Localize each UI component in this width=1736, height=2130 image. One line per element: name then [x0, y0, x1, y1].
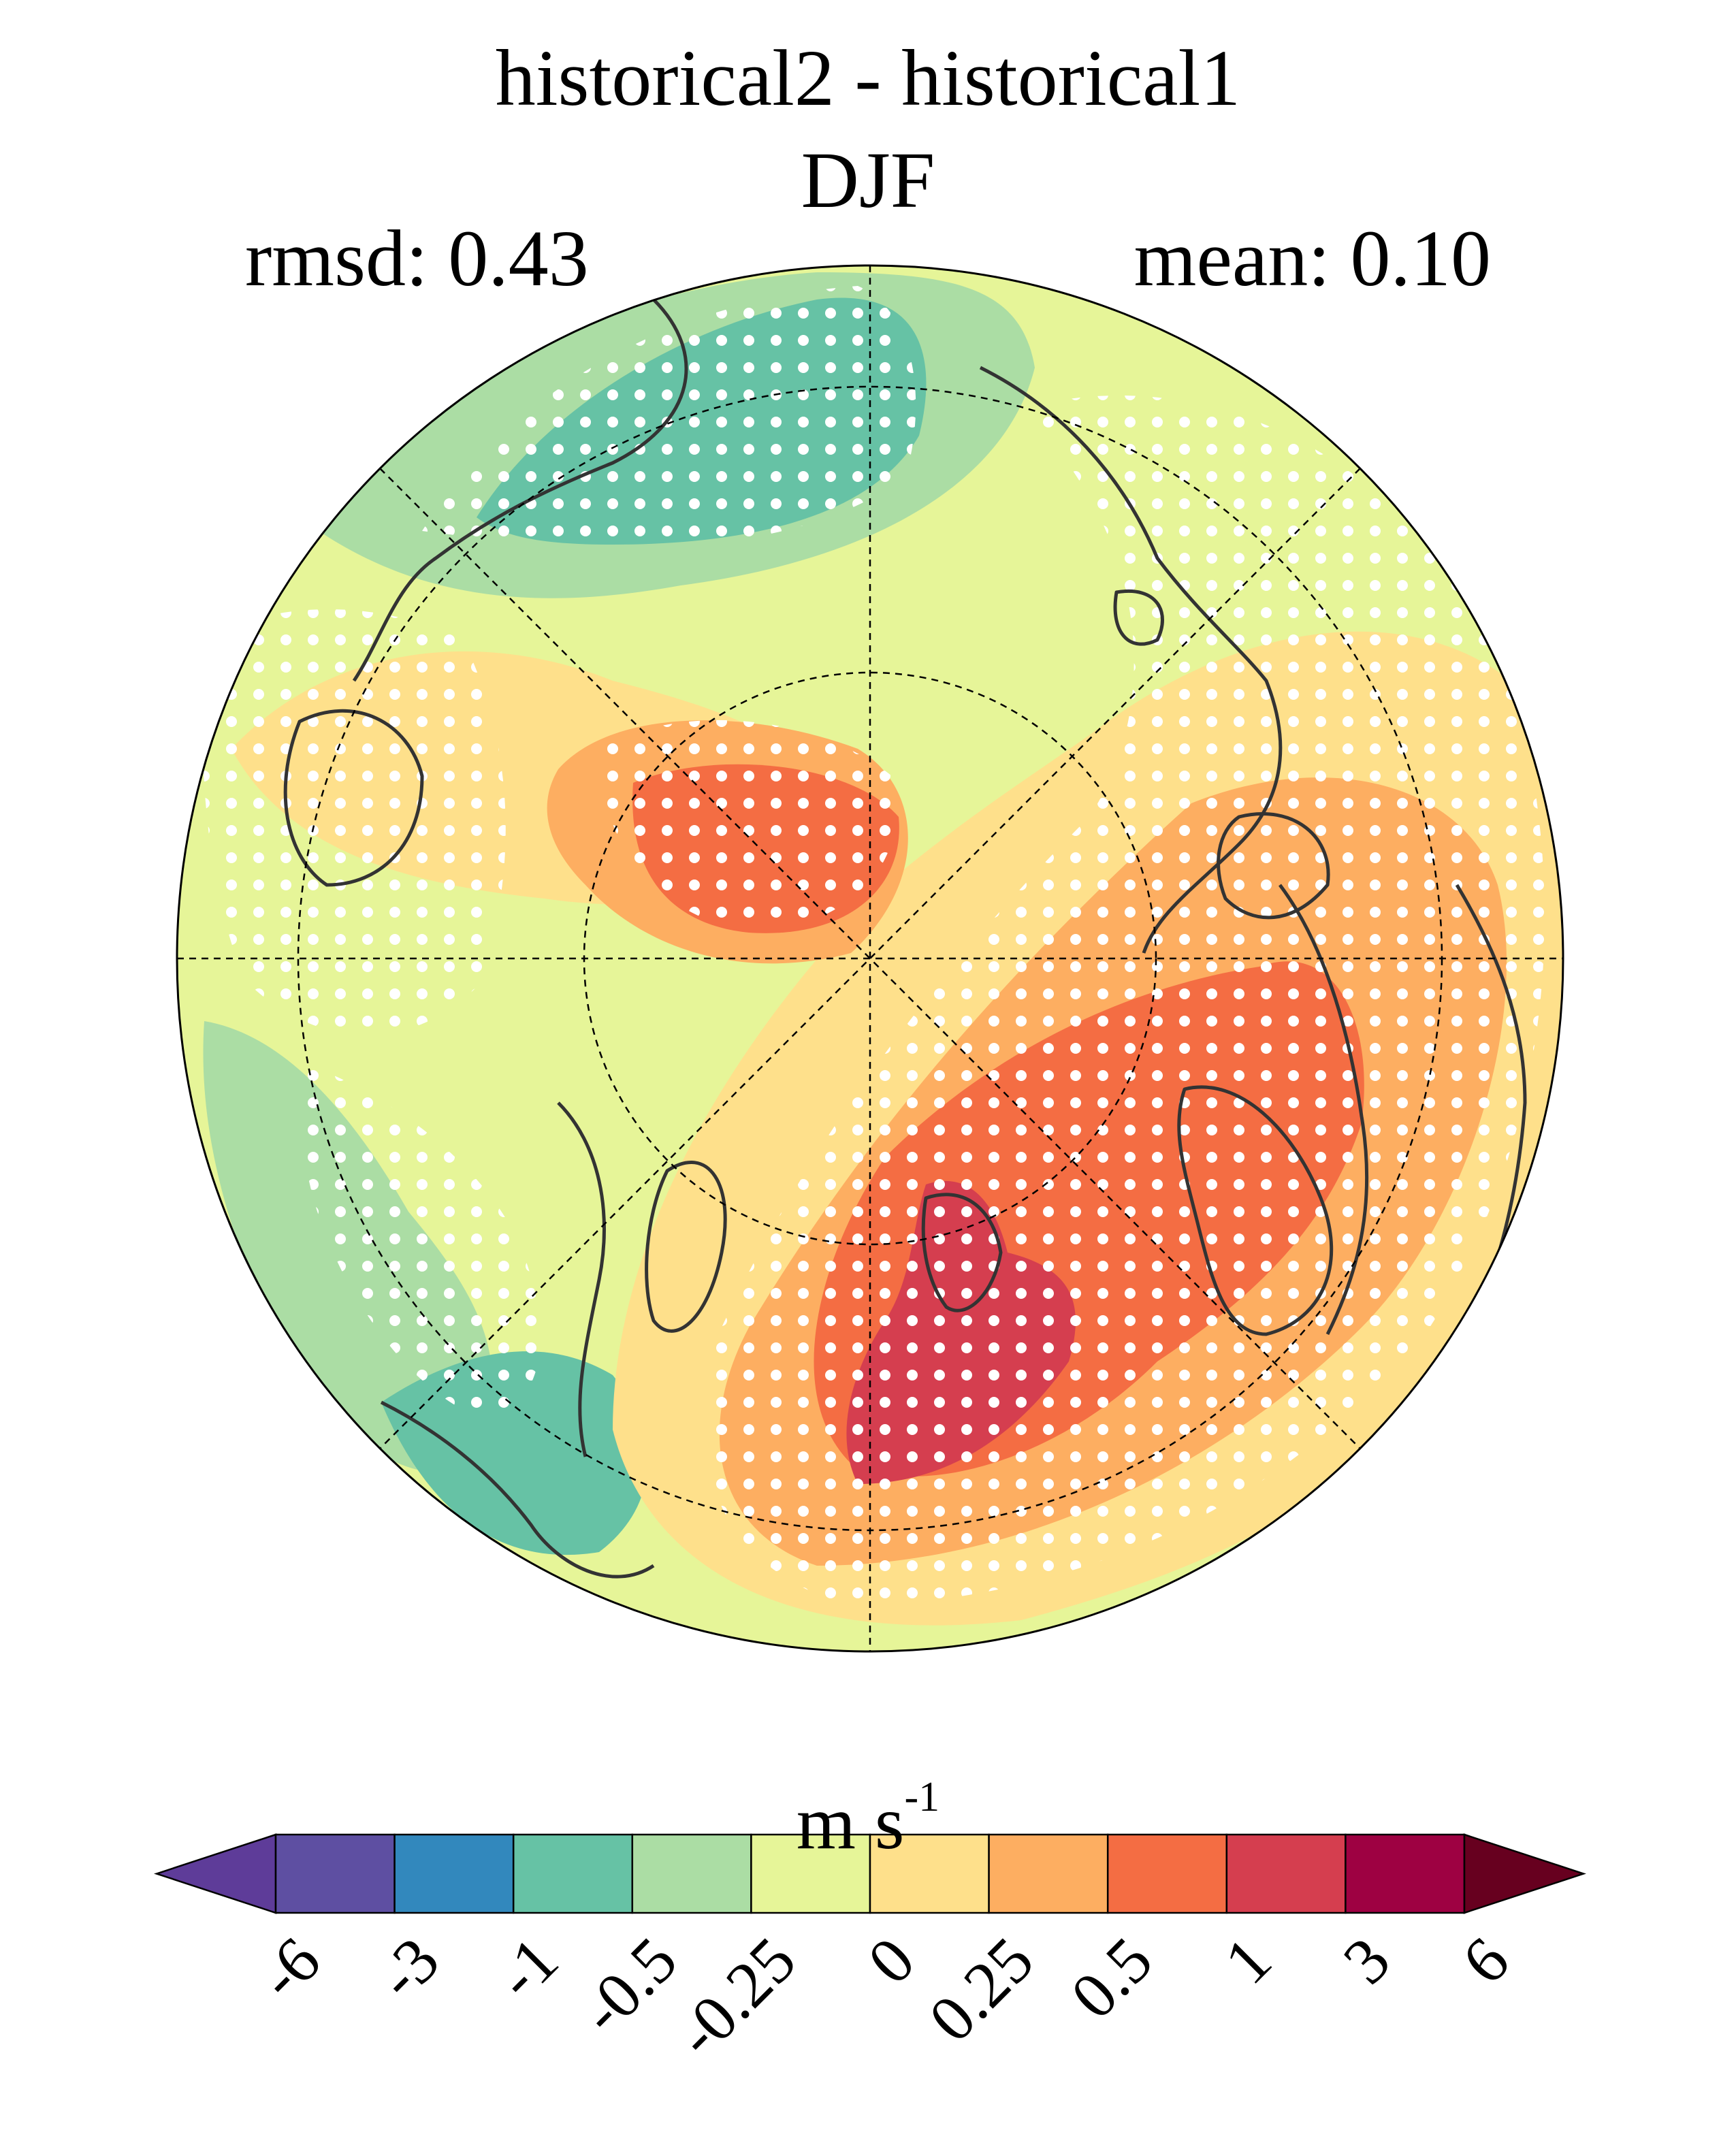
coastline-siberia-islands	[283, 709, 424, 887]
mean-label: mean: 0.10	[1134, 214, 1491, 303]
colorbar-tick-label: 1	[1210, 1923, 1285, 1998]
colorbar-box	[393, 1833, 515, 1914]
coastline-novaya-zemlya	[645, 1161, 727, 1333]
coastlines	[283, 298, 1527, 1579]
colorbar-tick-label: 0.5	[1057, 1923, 1166, 2033]
colorbar-tick-label: -3	[363, 1923, 453, 2013]
graticule	[177, 265, 1563, 1651]
colorbar-tick-label: 3	[1329, 1923, 1404, 1998]
graticule-meridian-d1	[379, 468, 1361, 1449]
graticule-meridian-d2	[379, 468, 1361, 1449]
colorbar-box	[274, 1833, 396, 1914]
coastline-hudson	[1278, 884, 1369, 1336]
coastline-scandinavia	[557, 1101, 606, 1457]
plot-title: historical2 - historical1	[495, 33, 1241, 123]
colorbar-tick-label: 0.25	[915, 1923, 1047, 2055]
coastline-svalbard	[921, 1193, 1003, 1312]
map-boundary	[176, 264, 1564, 1653]
season-label: DJF	[801, 135, 935, 225]
colorbar-box	[869, 1833, 990, 1914]
colorbar-box	[1225, 1833, 1347, 1914]
coastline-alaska-canada	[979, 366, 1283, 954]
colorbar-extend-high	[1463, 1833, 1587, 1914]
coastline-canadian-archipelago-1	[1217, 812, 1330, 920]
colorbar-box	[988, 1833, 1109, 1914]
colorbar-units: m s-1	[0, 1753, 1736, 1867]
coastline-canadian-archipelago-2	[1113, 590, 1164, 646]
stippling-left	[202, 609, 506, 1035]
coastline-europe	[380, 1400, 655, 1579]
colorbar-tick-label: 0	[854, 1923, 929, 1998]
units-base: m s	[796, 1781, 905, 1865]
colorbar-box	[1345, 1833, 1466, 1914]
colorbar-tick-label: -0.25	[662, 1923, 809, 2071]
stippling-right	[705, 395, 1545, 1607]
stippling-center	[599, 720, 897, 933]
colorbar-tick-label: 6	[1448, 1923, 1523, 1998]
colorbar-tick-label: -6	[244, 1923, 334, 2013]
stippling-greenland	[297, 1062, 541, 1416]
colorbar-box	[1106, 1833, 1228, 1914]
rmsd-label: rmsd: 0.43	[245, 214, 589, 303]
coastline-siberia	[352, 298, 688, 682]
coastline-greenland	[1177, 1085, 1334, 1336]
units-exponent: -1	[904, 1774, 940, 1820]
colorbar: -6 -3 -1-0.5-0.25 00.25 0.5 1 3 6	[153, 1833, 1587, 2071]
colorbar-tick-label: -1	[482, 1923, 572, 2013]
